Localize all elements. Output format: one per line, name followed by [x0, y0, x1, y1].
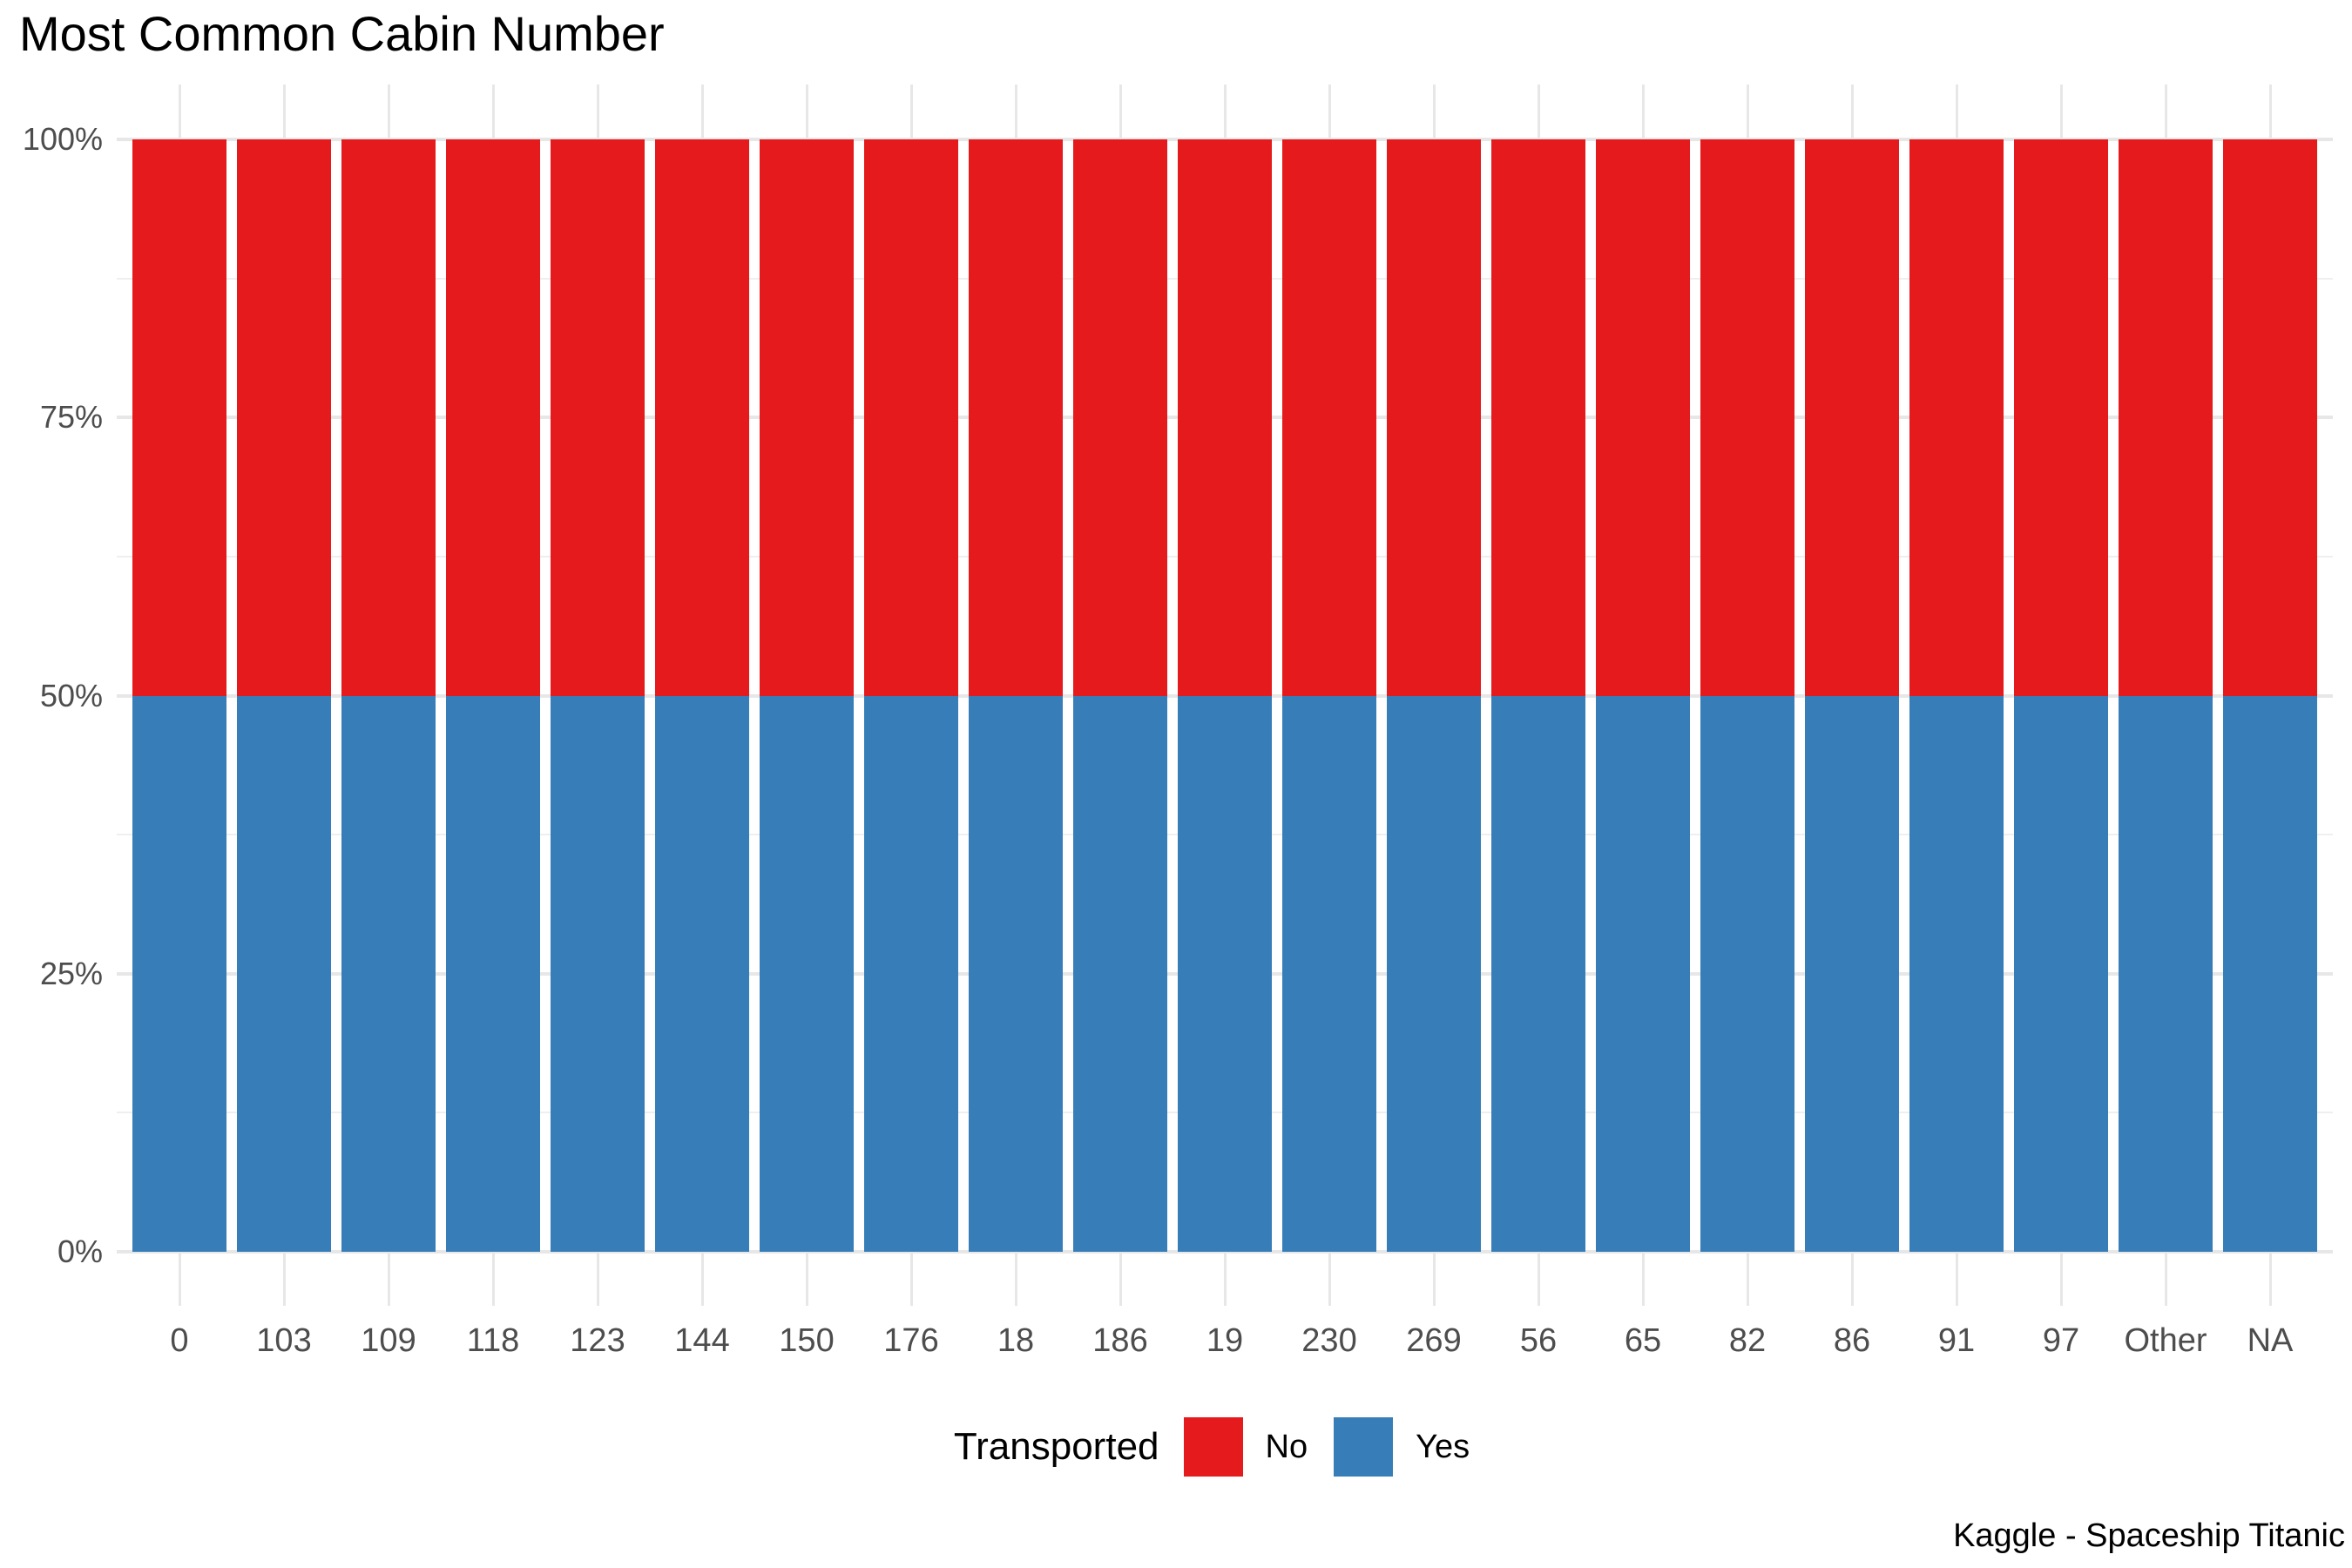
x-tick-label: 109 — [361, 1322, 416, 1359]
bar-segment-yes — [969, 695, 1063, 1252]
legend-item-yes: Yes — [1334, 1417, 1470, 1477]
x-tick-label: 56 — [1519, 1322, 1558, 1359]
bar-segment-no — [237, 139, 331, 696]
bar-segment-yes — [655, 695, 749, 1252]
bar-segment-no — [132, 139, 226, 696]
y-tick-label: 100% — [22, 121, 103, 157]
bar-segment-yes — [2014, 695, 2108, 1252]
bar-segment-no — [341, 139, 436, 696]
bar-segment-no — [1596, 139, 1690, 696]
x-tick-label: 91 — [1937, 1322, 1976, 1359]
plot-title: Most Common Cabin Number — [19, 6, 665, 61]
y-tick-label: 25% — [39, 955, 103, 991]
bar-segment-no — [1387, 139, 1481, 696]
x-tick-label: 123 — [570, 1322, 625, 1359]
x-tick-label: 186 — [1092, 1322, 1148, 1359]
bar-segment-no — [655, 139, 749, 696]
bar-segment-no — [1282, 139, 1376, 696]
legend: Transported No Yes — [117, 1412, 2333, 1482]
x-tick-label: NA — [2247, 1322, 2294, 1359]
bar-segment-yes — [2119, 695, 2213, 1252]
bar-segment-no — [864, 139, 958, 696]
bar-segment-yes — [1387, 695, 1481, 1252]
y-tick-label: 75% — [39, 399, 103, 436]
x-tick-label: 176 — [883, 1322, 939, 1359]
legend-label-no: No — [1265, 1428, 1308, 1465]
bar-segment-no — [1178, 139, 1272, 696]
x-tick-label: 144 — [674, 1322, 730, 1359]
bar-segment-no — [2014, 139, 2108, 696]
bar-segment-yes — [237, 695, 331, 1252]
bar-segment-yes — [132, 695, 226, 1252]
x-tick-label: 65 — [1624, 1322, 1662, 1359]
bar-segment-no — [551, 139, 645, 696]
x-tick-label: 230 — [1301, 1322, 1357, 1359]
legend-title: Transported — [953, 1425, 1159, 1468]
bar-segment-no — [1805, 139, 1899, 696]
bar-segment-no — [1909, 139, 2004, 696]
x-tick-label: 269 — [1406, 1322, 1462, 1359]
y-tick-label: 0% — [57, 1233, 103, 1269]
plot-panel — [117, 84, 2333, 1306]
bar-segment-no — [760, 139, 854, 696]
bar-segment-yes — [1700, 695, 1794, 1252]
bar-segment-yes — [446, 695, 540, 1252]
bar-segment-no — [1491, 139, 1585, 696]
bar-segment-no — [2223, 139, 2317, 696]
bar-segment-no — [1700, 139, 1794, 696]
legend-label-yes: Yes — [1416, 1428, 1470, 1465]
bar-segment-yes — [1282, 695, 1376, 1252]
bar-segment-yes — [864, 695, 958, 1252]
bar-segment-yes — [1491, 695, 1585, 1252]
x-tick-label: 18 — [997, 1322, 1035, 1359]
x-tick-label: Other — [2124, 1322, 2207, 1359]
bar-segment-no — [1073, 139, 1167, 696]
bar-segment-yes — [1596, 695, 1690, 1252]
x-tick-label: 19 — [1206, 1322, 1244, 1359]
bar-segment-no — [446, 139, 540, 696]
y-tick-label: 50% — [39, 677, 103, 713]
bar-segment-yes — [1073, 695, 1167, 1252]
x-tick-label: 118 — [466, 1322, 520, 1359]
x-tick-label: 86 — [1833, 1322, 1871, 1359]
caption: Kaggle - Spaceship Titanic — [1953, 1517, 2345, 1554]
x-tick-label: 82 — [1728, 1322, 1767, 1359]
x-tick-label: 150 — [779, 1322, 835, 1359]
bar-segment-yes — [760, 695, 854, 1252]
bar-segment-no — [969, 139, 1063, 696]
legend-swatch-yes-icon — [1334, 1417, 1394, 1477]
bar-segment-yes — [1805, 695, 1899, 1252]
x-tick-label: 0 — [170, 1322, 189, 1359]
bar-segment-yes — [1178, 695, 1272, 1252]
x-tick-label: 97 — [2042, 1322, 2080, 1359]
legend-item-no: No — [1183, 1417, 1308, 1477]
x-tick-label: 103 — [256, 1322, 312, 1359]
bar-segment-yes — [2223, 695, 2317, 1252]
bar-segment-yes — [341, 695, 436, 1252]
bar-segment-yes — [551, 695, 645, 1252]
legend-swatch-no-icon — [1183, 1417, 1243, 1477]
bar-segment-yes — [1909, 695, 2004, 1252]
bar-segment-no — [2119, 139, 2213, 696]
